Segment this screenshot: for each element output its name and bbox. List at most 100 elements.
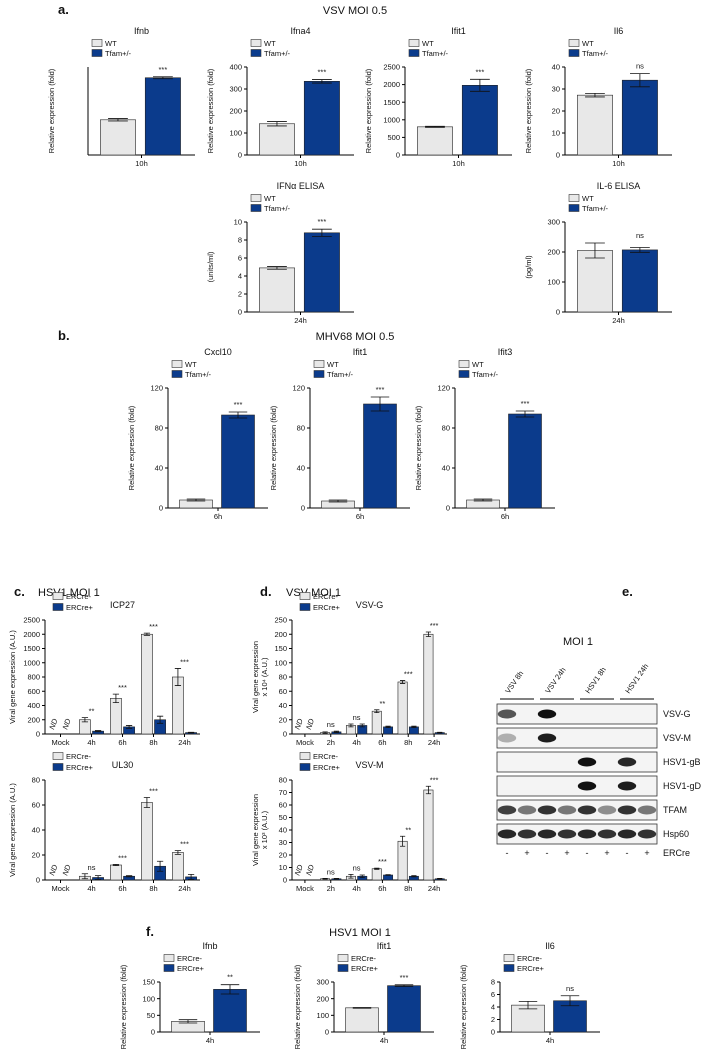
y-tick-label: 40 (155, 464, 163, 473)
x-tick-label: 8h (404, 884, 412, 893)
legend-swatch (250, 39, 262, 47)
bar (363, 403, 397, 509)
significance: *** (318, 217, 327, 226)
value-label: ND (61, 717, 73, 731)
y-tick-label: 0 (238, 308, 242, 317)
bar (423, 789, 434, 881)
error-bar (143, 632, 151, 636)
significance: *** (149, 622, 158, 631)
legend-label: WT (264, 194, 276, 203)
chart-title: Ifit3 (498, 347, 513, 357)
significance: *** (476, 67, 485, 76)
y-tick-label: 400 (229, 63, 242, 72)
blot-strip (496, 727, 658, 749)
y-tick-label: 0 (151, 1028, 155, 1037)
x-tick-label: 4h (87, 738, 95, 747)
y-tick-label: 200 (229, 107, 242, 116)
legend-swatch (503, 954, 515, 962)
y-tick-label: 20 (279, 715, 287, 724)
significance: *** (430, 775, 439, 784)
y-tick-label: 40 (279, 701, 287, 710)
legend-swatch (299, 603, 311, 611)
x-tick-label: Mock (296, 738, 314, 747)
legend-swatch (299, 752, 311, 760)
x-tick-label: 24h (178, 738, 191, 747)
x-tick-label: 24h (294, 316, 307, 325)
error-bar (352, 1007, 372, 1009)
lane-label: HSV1 8h (583, 665, 608, 695)
y-tick-label: 4 (238, 272, 242, 281)
panel-label: f. (146, 924, 154, 939)
y-tick-label: 2 (238, 290, 242, 299)
significance: ns (327, 720, 335, 729)
significance: *** (118, 683, 127, 692)
x-tick-label: 6h (118, 738, 126, 747)
y-tick-label: 30 (552, 85, 560, 94)
y-axis-label: Viral gene expression (251, 794, 260, 866)
legend-label: WT (582, 39, 594, 48)
legend-label: ERCre+ (313, 763, 341, 772)
blot-strip (496, 703, 658, 725)
y-tick-label: 2000 (23, 630, 40, 639)
error-bar (322, 877, 328, 880)
x-tick-label: 6h (214, 512, 222, 521)
x-tick-label: 24h (612, 316, 625, 325)
y-tick-label: 50 (147, 1011, 155, 1020)
panel-title: MHV68 MOI 0.5 (316, 331, 395, 343)
x-tick-label: 10h (452, 159, 465, 168)
error-bar (585, 93, 605, 98)
bar (553, 1000, 587, 1033)
error-bar (312, 79, 332, 84)
y-tick-label: 0 (159, 504, 163, 513)
band-label: VSV-M (663, 733, 691, 743)
blot-band (557, 829, 577, 839)
x-tick-label: 10h (294, 159, 307, 168)
error-bar (333, 730, 340, 733)
x-tick-label: 24h (428, 884, 441, 893)
y-tick-label: 100 (316, 1011, 329, 1020)
significance: *** (376, 385, 385, 394)
error-bar (425, 631, 432, 637)
error-bar (125, 725, 133, 729)
legend-swatch (250, 49, 262, 57)
significance: ns (636, 62, 644, 71)
significance: *** (149, 787, 158, 796)
legend-label: Tfam+/- (472, 370, 499, 379)
value-label: ND (293, 717, 305, 731)
y-tick-label: 0 (396, 151, 400, 160)
y-axis-label: Relative expression (fold) (524, 68, 533, 153)
legend-swatch (52, 763, 64, 771)
error-bar (156, 860, 164, 872)
legend-label: WT (327, 360, 339, 369)
legend-label: ERCre- (313, 752, 339, 761)
y-tick-label: 0 (446, 504, 450, 513)
x-tick-label: 10h (612, 159, 625, 168)
error-bar (359, 874, 365, 878)
legend-label: WT (264, 39, 276, 48)
value-label: ND (47, 717, 59, 731)
legend-label: WT (582, 194, 594, 203)
y-tick-label: 30 (279, 838, 287, 847)
significance: *** (118, 853, 127, 862)
x-tick-label: 2h (327, 738, 335, 747)
x-tick-label: 24h (178, 884, 191, 893)
lane-label: VSV 8h (503, 669, 525, 695)
x-tick-label: 8h (404, 738, 412, 747)
value-label: ND (47, 863, 59, 877)
y-tick-label: 80 (442, 424, 450, 433)
y-tick-label: 80 (297, 424, 305, 433)
bar (577, 94, 613, 156)
legend-swatch (250, 204, 262, 212)
legend-swatch (52, 592, 64, 600)
y-tick-label: 20 (279, 851, 287, 860)
treatment-sign: - (506, 848, 509, 858)
y-tick-label: 200 (274, 630, 287, 639)
legend-swatch (52, 603, 64, 611)
bar (371, 710, 382, 735)
error-bar (186, 498, 206, 502)
bar (508, 413, 542, 509)
y-axis-label: Relative expression (fold) (119, 964, 128, 1049)
treatment-sign: + (564, 848, 569, 858)
band-label: HSV1-gB (663, 757, 701, 767)
significance: ns (353, 713, 361, 722)
